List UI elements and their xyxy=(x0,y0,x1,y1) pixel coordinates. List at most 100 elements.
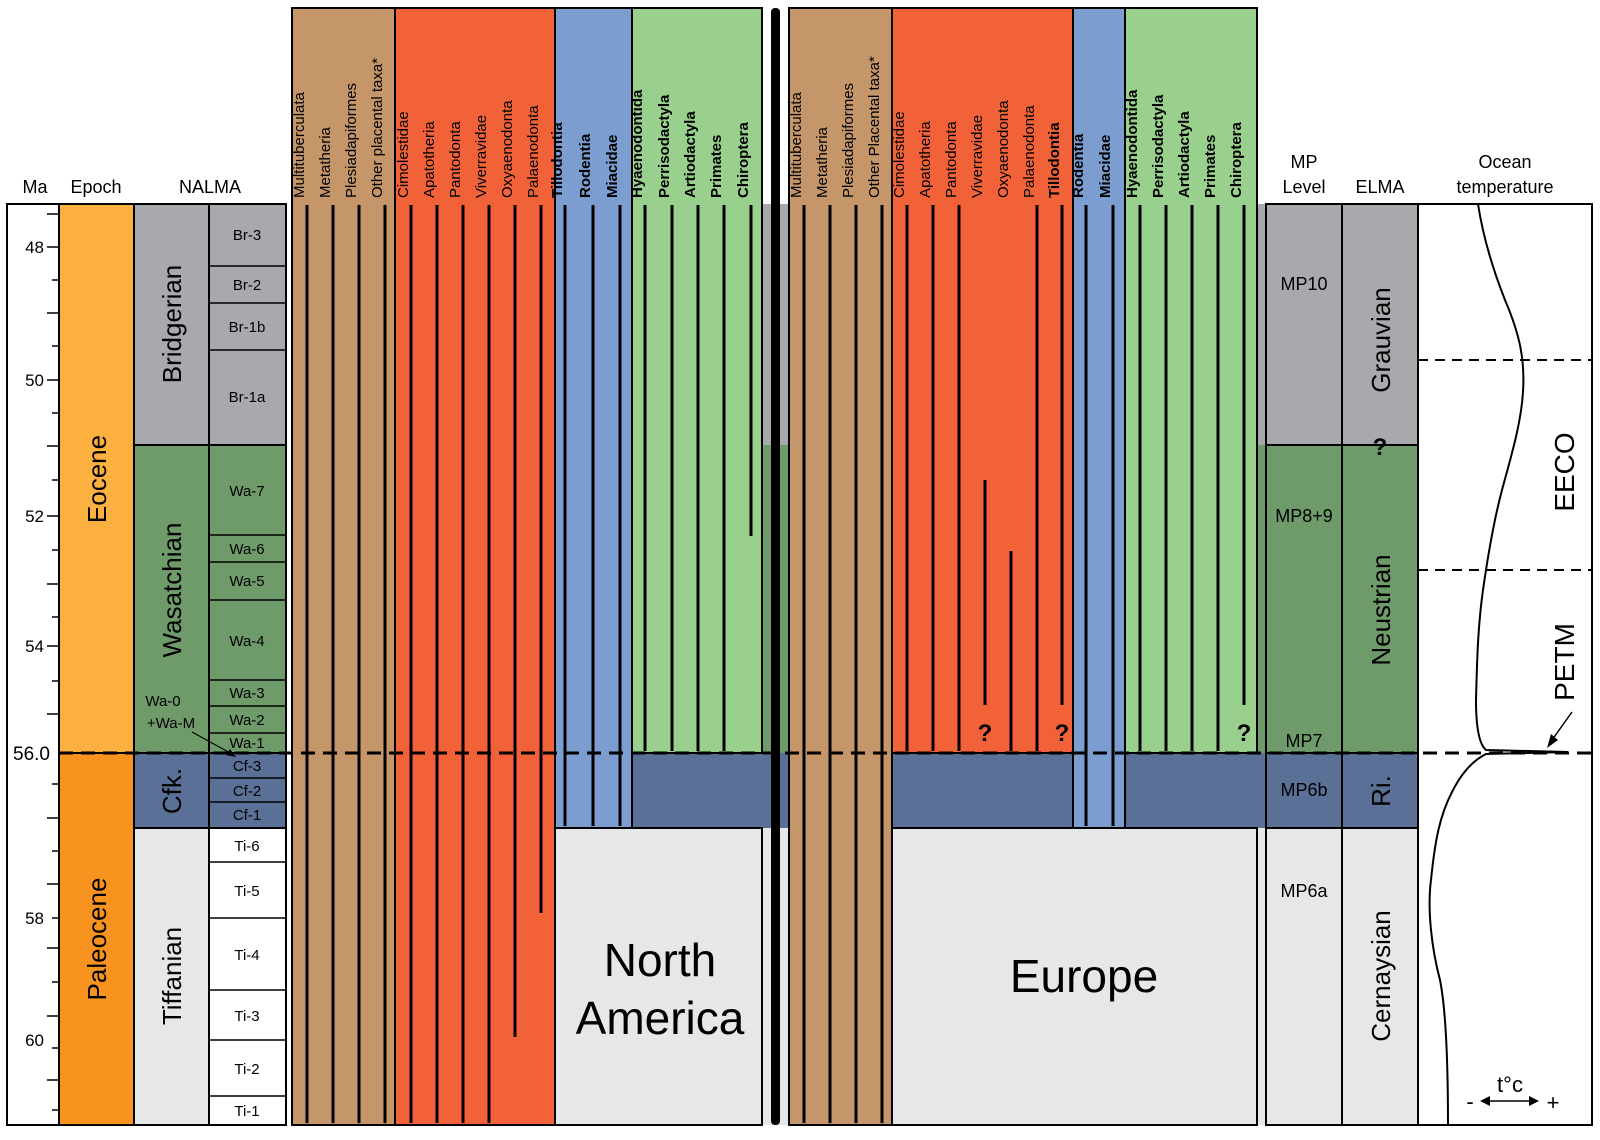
eu-taxon-multituberculata: Multituberculata xyxy=(788,91,805,198)
header-mp-level-2: Level xyxy=(1282,177,1325,197)
ma-label-58: 58 xyxy=(25,909,44,928)
epoch-eocene-label: Eocene xyxy=(82,435,112,523)
substage-ti5: Ti-5 xyxy=(234,883,259,900)
ma-tick-labels: 48 50 52 54 56.0 58 60 xyxy=(13,238,50,1050)
nalma-substage-gray xyxy=(208,203,287,446)
na-taxon-viverravidae: Viverravidae xyxy=(473,115,490,198)
elma-cernaysian-label: Cernaysian xyxy=(1366,910,1396,1042)
ocean-labels: EECO PETM t°c - + xyxy=(1466,432,1580,1115)
right-columns xyxy=(1265,203,1593,1126)
mp-gray-block xyxy=(1265,203,1343,446)
ocean-panel xyxy=(1417,203,1593,1126)
temp-scale-right-head xyxy=(1529,1096,1539,1106)
na-taxon-other-placental-taxa: Other placental taxa* xyxy=(369,58,386,198)
eu-question-chiroptera: ? xyxy=(1237,720,1252,747)
temp-minus-label: - xyxy=(1466,1089,1473,1114)
mp-light-block xyxy=(1265,827,1343,1126)
mp-label-mp7: MP7 xyxy=(1285,731,1322,751)
temp-unit-label: t°c xyxy=(1497,1072,1523,1097)
petm-arrow-line xyxy=(1551,711,1573,741)
substage-ti2: Ti-2 xyxy=(234,1061,259,1078)
na-label-line2: America xyxy=(576,992,745,1044)
substage-br1b: Br-1b xyxy=(229,319,266,336)
continent-divider xyxy=(771,8,780,1125)
eu-taxon-pantodonta: Pantodonta xyxy=(943,121,960,198)
header-epoch: Epoch xyxy=(70,177,121,197)
nalma-substage-light xyxy=(208,827,287,1126)
mp-label-mp10: MP10 xyxy=(1280,274,1327,294)
nalma-substage-dividers xyxy=(209,265,286,1097)
substage-ti3: Ti-3 xyxy=(234,1008,259,1025)
na-taxon-plesiadapiformes: Plesiadapiformes xyxy=(343,83,360,198)
mp-green-block xyxy=(1265,444,1343,754)
wa0-arrow-line xyxy=(191,731,233,755)
eu-label: Europe xyxy=(1010,950,1158,1002)
na-taxon-perrisodactyla: Perrisodactyla xyxy=(656,94,673,198)
substage-wa2: Wa-2 xyxy=(229,712,264,729)
nalma-wasatchian-block xyxy=(133,444,210,754)
mp-label-mp6b: MP6b xyxy=(1280,780,1327,800)
north-america-groups xyxy=(291,7,763,1126)
left-columns xyxy=(6,203,287,1126)
ma-label-50: 50 xyxy=(25,371,44,390)
substage-wa1: Wa-1 xyxy=(229,735,264,752)
elma-question-mark: ? xyxy=(1373,434,1388,461)
wa0-arrow-head xyxy=(226,749,236,757)
epoch-paleocene-block xyxy=(58,752,135,1126)
eu-taxon-hyaenodontida: Hyaenodontida xyxy=(1124,89,1141,198)
nalma-wasatchian-label: Wasatchian xyxy=(157,523,187,658)
nalma-stage-labels: Bridgerian Wasatchian Cfk. Tiffanian xyxy=(157,265,187,1025)
petm-arrow-head xyxy=(1547,734,1558,748)
elma-ri-label: Ri. xyxy=(1366,775,1396,807)
epoch-paleocene-label: Paleocene xyxy=(82,878,112,1001)
wa0-note-line2: +Wa-M xyxy=(147,715,195,732)
ocean-temperature-curve xyxy=(1428,203,1569,1126)
substage-ti4: Ti-4 xyxy=(234,947,259,964)
eu-taxon-apatotheria: Apatotheria xyxy=(917,121,934,198)
continent-labels: North America Europe xyxy=(576,934,1159,1044)
na-range-bars xyxy=(305,205,753,1123)
eu-taxon-metatheria: Metatheria xyxy=(814,126,831,198)
eu-taxon-plesiadapiformes: Plesiadapiformes xyxy=(840,83,857,198)
substage-ti1: Ti-1 xyxy=(234,1103,259,1120)
nalma-cfk-label: Cfk. xyxy=(157,768,187,814)
header-mp-level-1: MP xyxy=(1291,152,1318,172)
nalma-tiffanian-block xyxy=(133,827,210,1126)
eu-taxon-artiodactyla: Artiodactyla xyxy=(1176,111,1193,198)
header-nalma: NALMA xyxy=(179,177,241,197)
ma-tick-marks xyxy=(47,213,59,1111)
eu-taxon-miacidae: Miacidae xyxy=(1097,135,1114,198)
substage-wa4: Wa-4 xyxy=(229,633,264,650)
ma-label-52: 52 xyxy=(25,507,44,526)
eu-group-red xyxy=(891,7,1074,754)
ma-label-60: 60 xyxy=(25,1031,44,1050)
substage-cf2: Cf-2 xyxy=(233,783,261,800)
eu-group-blue xyxy=(1072,7,1126,829)
substage-cf1: Cf-1 xyxy=(233,807,261,824)
nalma-substage-green xyxy=(208,444,287,754)
na-taxon-pantodonta: Pantodonta xyxy=(447,121,464,198)
na-taxon-rodentia: Rodentia xyxy=(577,133,594,198)
header-ma: Ma xyxy=(22,177,48,197)
eu-taxon-tillodontia: Tillodontia xyxy=(1046,122,1063,198)
na-taxon-apatotheria: Apatotheria xyxy=(421,121,438,198)
wa0-note-line1: Wa-0 xyxy=(145,693,180,710)
eu-question-viverravidae: ? xyxy=(978,720,993,747)
mp-level-labels: MP10 MP8+9 MP7 MP6b MP6a xyxy=(1275,274,1333,901)
na-taxon-tillodontia: Tillodontia xyxy=(549,122,566,198)
eu-taxon-cimolestidae: Cimolestidae xyxy=(891,111,908,198)
substage-cf3: Cf-3 xyxy=(233,758,261,775)
eeco-label: EECO xyxy=(1549,432,1580,511)
na-group-brown xyxy=(291,7,396,1126)
na-taxon-multituberculata: Multituberculata xyxy=(291,91,308,198)
wa0-note: Wa-0 +Wa-M xyxy=(145,693,195,732)
eu-taxon-primates: Primates xyxy=(1202,135,1219,198)
na-taxon-cimolestidae: Cimolestidae xyxy=(395,111,412,198)
eu-group-brown xyxy=(788,7,893,1126)
substage-br1a: Br-1a xyxy=(229,389,266,406)
eu-taxon-viverravidae: Viverravidae xyxy=(969,115,986,198)
eu-taxon-palaenodonta: Palaenodonta xyxy=(1021,105,1038,198)
eu-range-bars xyxy=(802,205,1246,1123)
